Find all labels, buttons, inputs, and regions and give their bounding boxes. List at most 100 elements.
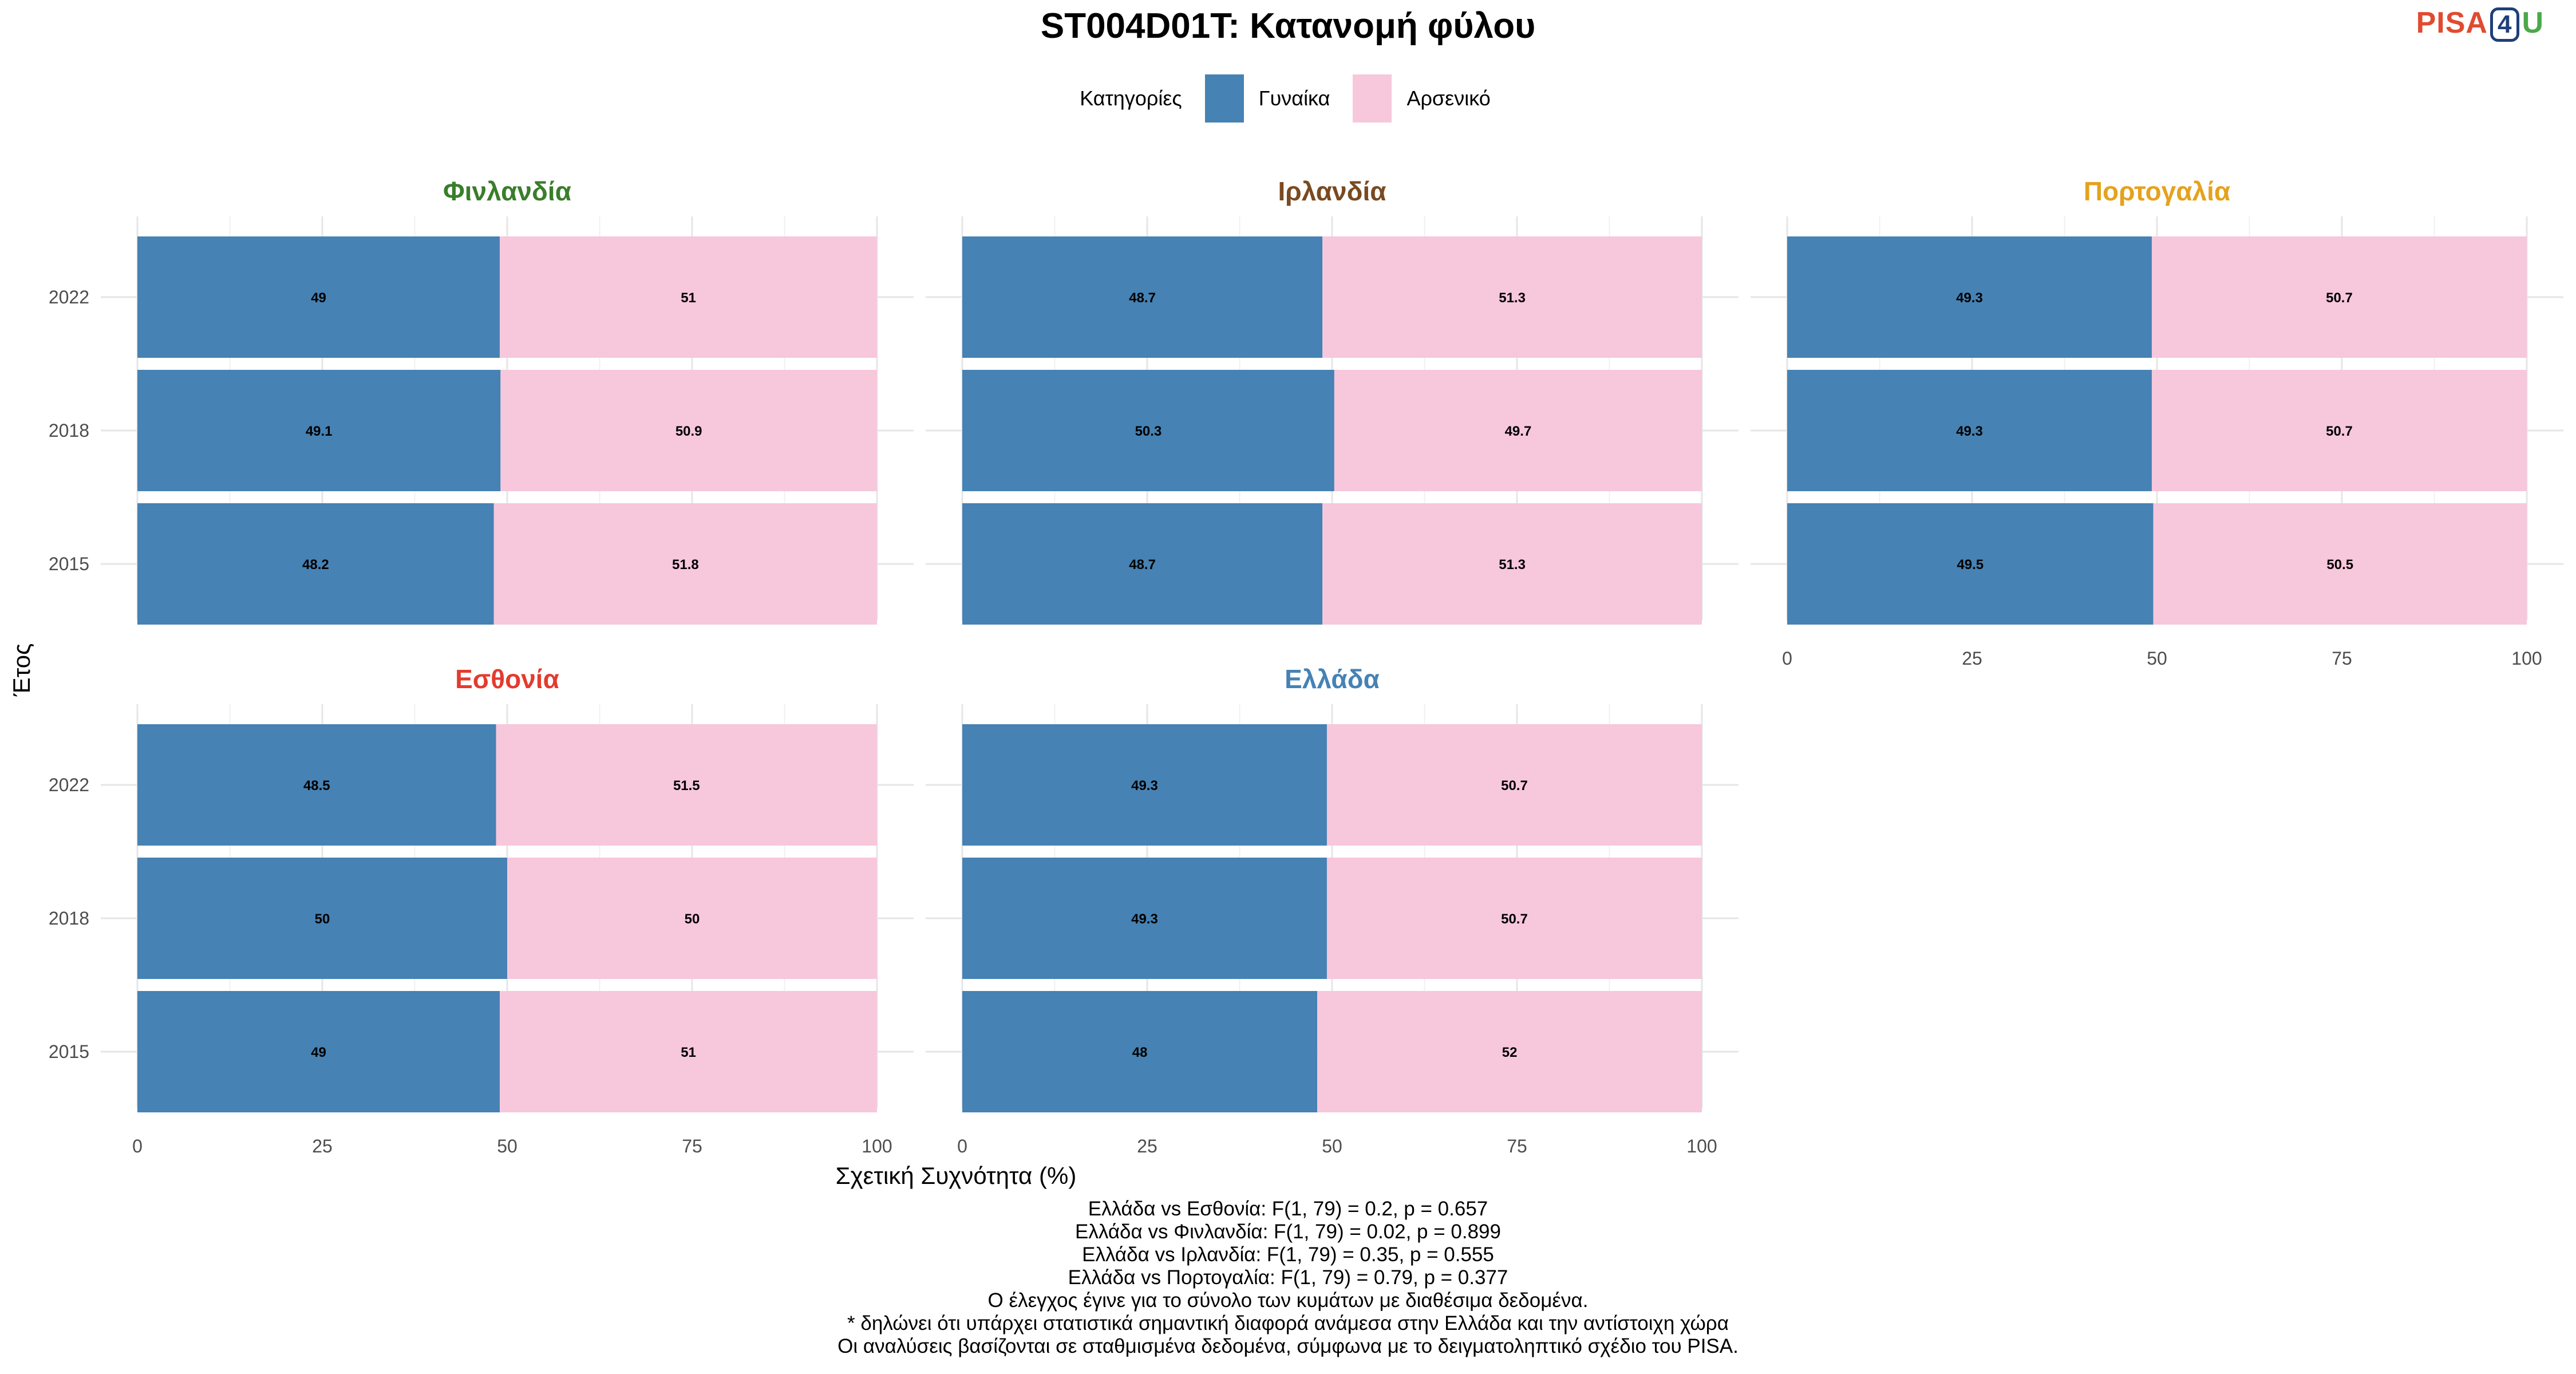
x-tick-label: 0 — [957, 1136, 967, 1156]
bar-value-label: 49.1 — [306, 424, 333, 439]
bar-value-label: 49.3 — [1131, 911, 1158, 927]
bar-value-label: 49.7 — [1505, 424, 1532, 439]
y-tick-label: 2022 — [49, 775, 89, 795]
caption: Ελλάδα vs Εσθονία: F(1, 79) = 0.2, p = 0… — [0, 1198, 2576, 1358]
y-tick-label: 2015 — [49, 1041, 89, 1062]
bar-male-2018 — [2151, 370, 2527, 491]
x-tick-label: 100 — [1686, 1136, 1717, 1156]
bar-female-2022 — [962, 724, 1327, 846]
bar-value-label: 48.7 — [1129, 557, 1156, 572]
x-tick-label: 75 — [1507, 1136, 1527, 1156]
bar-female-2018 — [137, 370, 501, 491]
legend-label-male: Αρσενικό — [1406, 86, 1491, 110]
x-tick-label: 100 — [2511, 648, 2542, 669]
bar-male-2015 — [1317, 991, 1702, 1112]
bar-value-label: 50.7 — [2326, 290, 2353, 306]
legend-label-female: Γυναίκα — [1258, 86, 1330, 110]
panel-title: Ιρλανδία — [1278, 176, 1386, 206]
bar-female-2018 — [962, 370, 1334, 491]
x-tick-label: 50 — [1322, 1136, 1342, 1156]
x-tick-label: 25 — [1962, 648, 1982, 669]
x-axis-label: Σχετική Συχνότητα (%) — [835, 1162, 1077, 1189]
bar-female-2015 — [137, 991, 500, 1112]
bar-female-2022 — [137, 724, 496, 846]
bar-value-label: 50 — [685, 911, 700, 927]
bar-value-label: 49.3 — [1956, 290, 1983, 306]
caption-line-4: Ελλάδα vs Πορτογαλία: F(1, 79) = 0.79, p… — [1068, 1266, 1508, 1289]
x-tick-label: 25 — [312, 1136, 333, 1156]
bar-value-label: 50.7 — [1501, 778, 1528, 793]
logo-part-u: U — [2522, 6, 2544, 40]
bar-value-label: 48 — [1132, 1045, 1148, 1060]
panel-ελλαδα: Ελλάδα 0 25 50 75 100 49.3 50.7 49.3 50.7 48 52 — [926, 664, 1739, 1156]
bar-male-2015 — [500, 991, 877, 1112]
logo-part-4: 4 — [2490, 7, 2520, 42]
bar-female-2015 — [962, 991, 1318, 1112]
bar-male-2022 — [496, 724, 877, 846]
caption-line-3: Ελλάδα vs Ιρλανδία: F(1, 79) = 0.35, p =… — [1082, 1243, 1494, 1266]
bar-male-2022 — [500, 236, 877, 358]
bar-male-2015 — [1322, 503, 1702, 625]
legend-key-male — [1353, 74, 1392, 123]
panel-title: Φινλανδία — [443, 176, 571, 206]
panel-ιρλανδια: Ιρλανδία 48.7 51.3 50.3 49.7 48.7 51.3 — [926, 176, 1739, 625]
bar-male-2022 — [1322, 236, 1702, 358]
bar-female-2018 — [1787, 370, 2152, 491]
bar-value-label: 50 — [315, 911, 330, 927]
x-tick-label: 75 — [682, 1136, 702, 1156]
bar-male-2018 — [507, 858, 877, 979]
bar-female-2015 — [1787, 503, 2154, 625]
bar-value-label: 50.7 — [2326, 424, 2353, 439]
bar-female-2018 — [137, 858, 507, 979]
caption-line-2: Ελλάδα vs Φινλανδία: F(1, 79) = 0.02, p … — [1075, 1221, 1501, 1243]
bar-value-label: 51.3 — [1499, 290, 1526, 306]
bar-value-label: 49.3 — [1956, 424, 1983, 439]
x-tick-label: 50 — [2147, 648, 2167, 669]
bar-value-label: 48.7 — [1129, 290, 1156, 306]
x-tick-label: 0 — [1782, 648, 1792, 669]
panel-πορτογαλια: Πορτογαλία 0 25 50 75 100 49.3 50.7 49.3 50.7 49.5… — [1751, 176, 2563, 669]
bar-female-2015 — [137, 503, 494, 625]
bar-value-label: 51.8 — [672, 557, 699, 572]
panel-title: Ελλάδα — [1285, 664, 1380, 694]
bar-male-2015 — [2153, 503, 2527, 625]
legend-key-female — [1204, 74, 1244, 123]
x-tick-label: 100 — [862, 1136, 892, 1156]
panel-title: Εσθονία — [455, 664, 559, 694]
bar-female-2018 — [962, 858, 1327, 979]
bar-male-2018 — [1334, 370, 1702, 491]
bar-male-2018 — [1326, 858, 1702, 979]
x-tick-label: 0 — [132, 1136, 143, 1156]
caption-line-5: Ο έλεγχος έγινε για το σύνολο των κυμάτω… — [987, 1289, 1589, 1312]
bar-value-label: 51.3 — [1499, 557, 1526, 572]
legend-title: Κατηγορίες — [1080, 86, 1182, 110]
pisa4u-logo: PISA 4 U — [2416, 6, 2544, 42]
panel-title: Πορτογαλία — [2084, 176, 2230, 206]
bar-value-label: 51.5 — [673, 778, 700, 793]
bar-female-2022 — [137, 236, 500, 358]
bar-female-2022 — [962, 236, 1323, 358]
bar-value-label: 51 — [681, 1045, 696, 1060]
y-tick-label: 2018 — [49, 420, 89, 441]
bar-value-label: 48.5 — [303, 778, 330, 793]
bar-value-label: 50.3 — [1135, 424, 1162, 439]
chart-title: ST004D01T: Κατανομή φύλου — [1040, 6, 1536, 46]
caption-line-6: * δηλώνει ότι υπάρχει στατιστικά σημαντι… — [847, 1312, 1729, 1334]
bar-value-label: 52 — [1502, 1045, 1518, 1060]
bar-male-2022 — [2151, 236, 2527, 358]
legend: Κατηγορίες Γυναίκα Αρσενικό — [0, 74, 2576, 123]
bar-value-label: 49 — [311, 290, 326, 306]
panel-φινλανδια: Φινλανδία 2022 2018 2015 49 51 49.1 50.9 48.2 51.… — [49, 176, 914, 625]
bar-value-label: 49 — [311, 1045, 326, 1060]
x-tick-label: 25 — [1137, 1136, 1157, 1156]
bar-value-label: 50.5 — [2326, 557, 2353, 572]
caption-line-1: Ελλάδα vs Εσθονία: F(1, 79) = 0.2, p = 0… — [1088, 1198, 1488, 1220]
x-tick-label: 75 — [2332, 648, 2352, 669]
bar-value-label: 50.7 — [1501, 911, 1528, 927]
panel-εσθονια: Εσθονία 2022 2018 2015 0 25 50 75 100 48.5 51.5 50 5… — [49, 664, 914, 1156]
bar-male-2018 — [500, 370, 877, 491]
x-tick-label: 50 — [497, 1136, 517, 1156]
bar-male-2015 — [493, 503, 877, 625]
bar-value-label: 48.2 — [302, 557, 329, 572]
